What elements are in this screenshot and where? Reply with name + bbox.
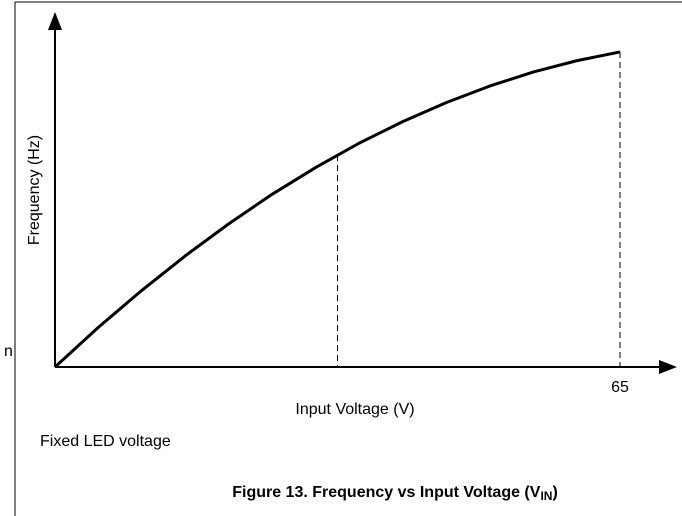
x-axis-label: Input Voltage (V) xyxy=(295,401,414,418)
y-axis-label: Frequency (Hz) xyxy=(26,135,43,245)
caption: Figure 13. Frequency vs Input Voltage (V… xyxy=(232,484,558,503)
x-tick-label: 65 xyxy=(611,379,629,396)
curve xyxy=(53,50,621,369)
note: Fixed LED voltage xyxy=(40,433,171,450)
y-axis-arrow xyxy=(48,12,62,30)
caption-text: Figure 13. Frequency vs Input Voltage (V xyxy=(232,484,541,501)
x-axis-arrow xyxy=(659,360,677,374)
caption-subscript: IN xyxy=(540,489,552,503)
caption-tail: ) xyxy=(552,484,557,501)
side-text: n xyxy=(4,343,13,360)
